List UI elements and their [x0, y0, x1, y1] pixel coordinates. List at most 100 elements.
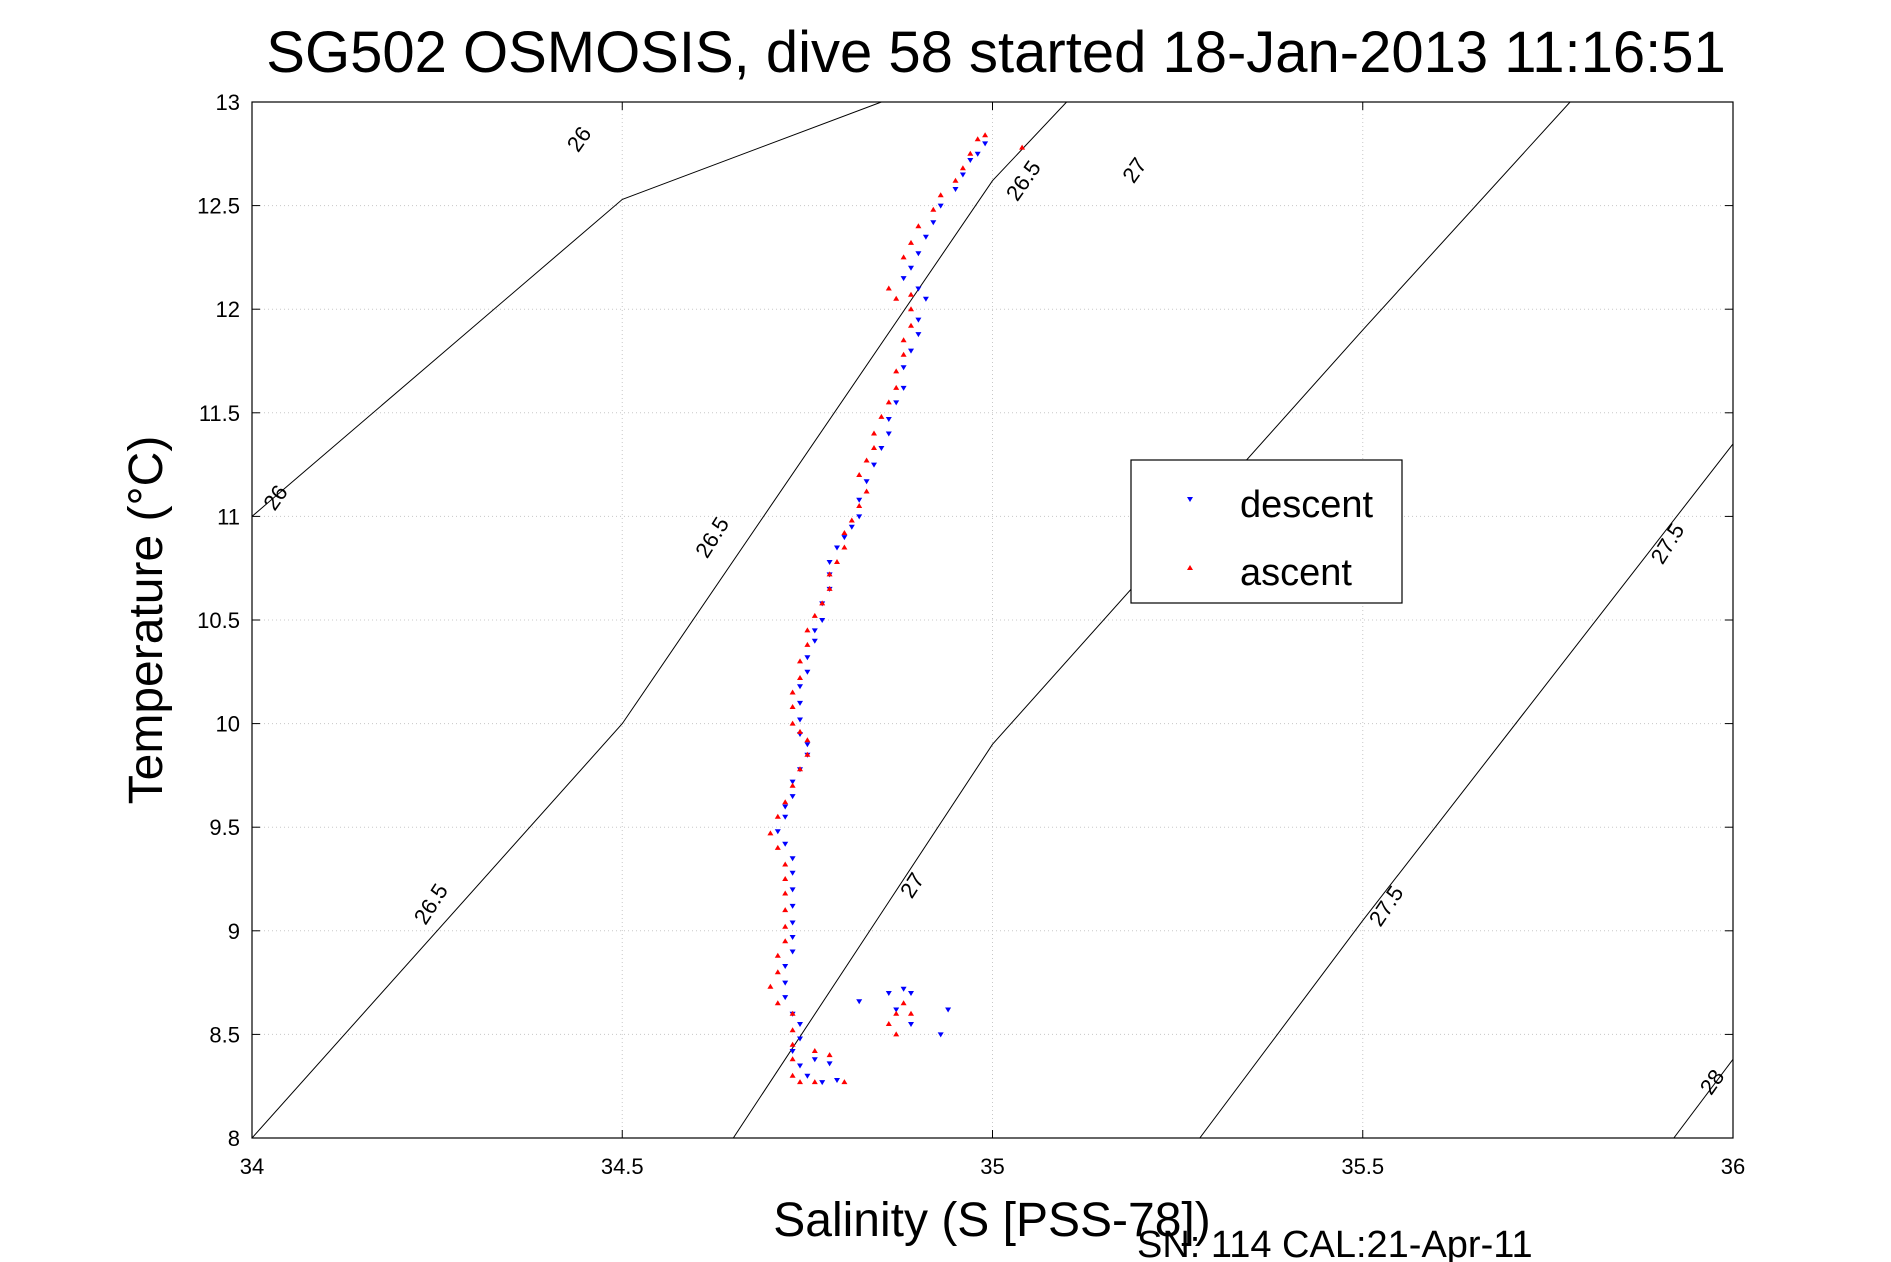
descent-point	[922, 296, 929, 302]
ascent-point	[782, 876, 789, 881]
y-tick-label: 11	[217, 504, 240, 529]
ascent-point	[878, 413, 885, 419]
contour-label-26.5: 26.5	[1001, 156, 1046, 205]
ascent-point	[930, 206, 937, 212]
x-tick-label: 35	[980, 1154, 1004, 1179]
descent-point	[797, 1063, 803, 1069]
density-contour-28	[1673, 1058, 1733, 1138]
x-tick-label: 34.5	[601, 1154, 644, 1179]
descent-point	[782, 980, 789, 986]
ascent-point	[848, 517, 855, 523]
descent-point	[811, 1057, 818, 1063]
ascent-point	[900, 337, 907, 343]
descent-point	[945, 1007, 952, 1013]
ascent-point	[893, 295, 900, 301]
ascent-point	[789, 1010, 796, 1016]
ascent-point	[974, 136, 981, 142]
ascent-point	[811, 612, 818, 618]
contour-label-26: 26	[562, 122, 597, 156]
descent-point	[982, 141, 989, 147]
descent-point	[826, 560, 833, 565]
ascent-point	[863, 488, 870, 494]
ascent-point	[841, 1079, 848, 1085]
descent-point	[856, 497, 863, 503]
descent-point	[804, 655, 811, 661]
ascent-point	[789, 1072, 796, 1078]
ascent-point	[804, 627, 811, 633]
ascent-point	[767, 830, 774, 836]
descent-point	[834, 1078, 840, 1083]
descent-point	[782, 841, 789, 847]
ascent-point	[774, 1000, 781, 1006]
ascent-point	[856, 503, 863, 508]
ascent-point	[826, 571, 833, 577]
data-points	[767, 132, 1026, 1086]
ascent-point	[834, 559, 840, 564]
contour-label-27: 27	[895, 868, 929, 902]
descent-point	[908, 348, 914, 354]
descent-point	[797, 700, 803, 706]
descent-point	[893, 1007, 900, 1013]
ascent-point	[789, 1027, 796, 1033]
descent-point	[797, 1036, 803, 1042]
ascent-point	[908, 322, 914, 328]
x-axis-ticks: 34 34.5 35 35.5 36	[240, 102, 1745, 1179]
y-tick-label: 12.5	[197, 194, 240, 219]
descent-point	[797, 1022, 803, 1027]
descent-point	[885, 991, 892, 996]
descent-point	[789, 920, 796, 926]
y-tick-label: 9	[228, 919, 240, 944]
density-contour-26	[252, 102, 882, 517]
descent-point	[811, 628, 818, 634]
legend-box	[1130, 459, 1403, 604]
y-tick-label: 12	[216, 297, 240, 322]
ascent-point	[893, 384, 900, 390]
descent-point	[782, 804, 789, 810]
ascent-point	[871, 430, 877, 436]
ascent-point	[893, 1031, 900, 1037]
ascent-point	[841, 544, 848, 550]
descent-point	[937, 203, 944, 209]
y-tick-label: 8	[228, 1126, 240, 1151]
descent-point	[782, 964, 789, 969]
density-contour-26.5	[252, 102, 1067, 1138]
descent-point	[885, 431, 892, 437]
descent-point	[959, 172, 966, 178]
ascent-point	[900, 1000, 907, 1006]
y-axis-label: Temperature (°C)	[120, 436, 173, 805]
descent-point	[952, 187, 959, 192]
descent-point	[885, 417, 892, 422]
y-tick-label: 8.5	[209, 1022, 240, 1047]
grid-lines	[251, 101, 1734, 1139]
ascent-point	[967, 150, 974, 156]
descent-point	[900, 385, 907, 391]
y-tick-label: 13	[216, 90, 240, 115]
contour-label-27.5: 27.5	[1645, 519, 1689, 569]
descent-point	[789, 856, 796, 862]
contour-label-27: 27	[1117, 153, 1152, 187]
descent-point	[774, 829, 781, 835]
descent-point	[856, 514, 863, 520]
ascent-point	[982, 132, 989, 138]
ascent-point	[863, 457, 870, 463]
ascent-point	[908, 306, 914, 312]
ascent-point	[797, 766, 803, 772]
ascent-point	[856, 472, 863, 477]
ascent-point	[826, 1052, 833, 1058]
legend-ascent-marker	[1187, 565, 1193, 570]
ascent-point	[819, 600, 826, 606]
y-axis-ticks: 8 8.5 9 9.5 10 10.5 11 11.5 12 12.5 13	[197, 90, 1733, 1151]
ascent-point	[811, 1048, 818, 1053]
descent-point	[789, 949, 796, 955]
ascent-point	[782, 890, 789, 896]
ascent-point	[774, 969, 781, 975]
ascent-point	[885, 285, 892, 291]
descent-point	[856, 999, 863, 1005]
descent-point	[834, 545, 840, 551]
descent-point	[804, 669, 811, 675]
legend-descent-marker	[1187, 497, 1193, 502]
ascent-point	[782, 907, 789, 913]
descent-point	[848, 524, 855, 530]
ascent-point	[908, 291, 914, 297]
